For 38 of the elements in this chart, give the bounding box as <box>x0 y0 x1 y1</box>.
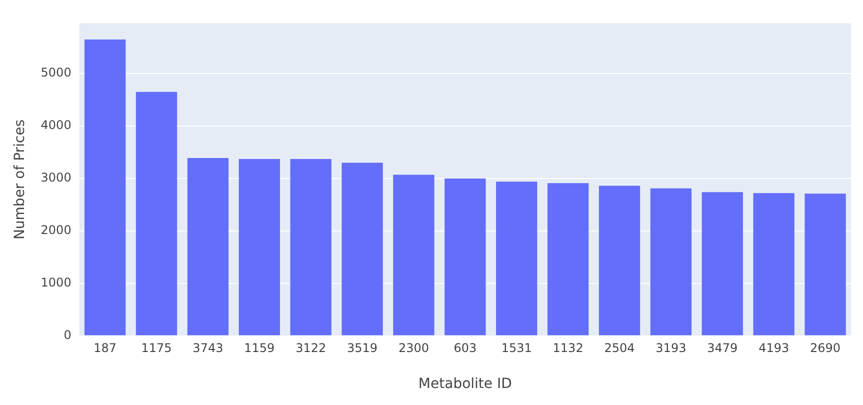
x-tick-label: 3193 <box>656 341 686 356</box>
x-tick-label: 4193 <box>758 341 790 356</box>
bar <box>342 162 383 336</box>
bar <box>547 183 589 336</box>
x-tick-label: 2300 <box>398 341 429 356</box>
y-tick-label: 4000 <box>40 118 72 132</box>
bar <box>290 159 332 336</box>
bar <box>496 182 538 336</box>
y-axis-title: Number of Prices <box>12 119 28 240</box>
y-tick-label: 3000 <box>40 170 72 185</box>
x-tick-label: 1159 <box>244 341 275 356</box>
bar <box>187 158 229 336</box>
bar <box>136 92 178 336</box>
x-tick-label: 3519 <box>347 341 378 356</box>
x-tick-label: 187 <box>94 341 117 356</box>
bar <box>650 188 692 336</box>
y-tick-label: 1000 <box>40 275 72 290</box>
x-tick-label: 3122 <box>296 341 326 356</box>
x-tick-label: 3743 <box>192 341 224 356</box>
bar <box>702 192 743 336</box>
bar <box>84 39 126 336</box>
x-tick-label: 1531 <box>501 341 532 356</box>
y-tick-label: 5000 <box>40 66 72 80</box>
bar <box>238 159 280 336</box>
x-tick-label: 3479 <box>707 341 738 356</box>
bar <box>753 193 794 336</box>
x-axis-title: Metabolite ID <box>418 376 512 392</box>
bar <box>804 194 846 336</box>
x-tick-label: 2504 <box>604 341 635 356</box>
bar <box>598 186 640 336</box>
x-tick-label: 1132 <box>552 341 584 356</box>
y-tick-label: 2000 <box>40 223 72 238</box>
bar <box>444 178 486 336</box>
x-tick-label: 2690 <box>810 341 841 356</box>
y-tick-label: 0 <box>64 328 72 342</box>
bar <box>393 174 434 336</box>
x-tick-label: 1175 <box>141 341 172 356</box>
x-tick-label: 603 <box>454 341 477 356</box>
